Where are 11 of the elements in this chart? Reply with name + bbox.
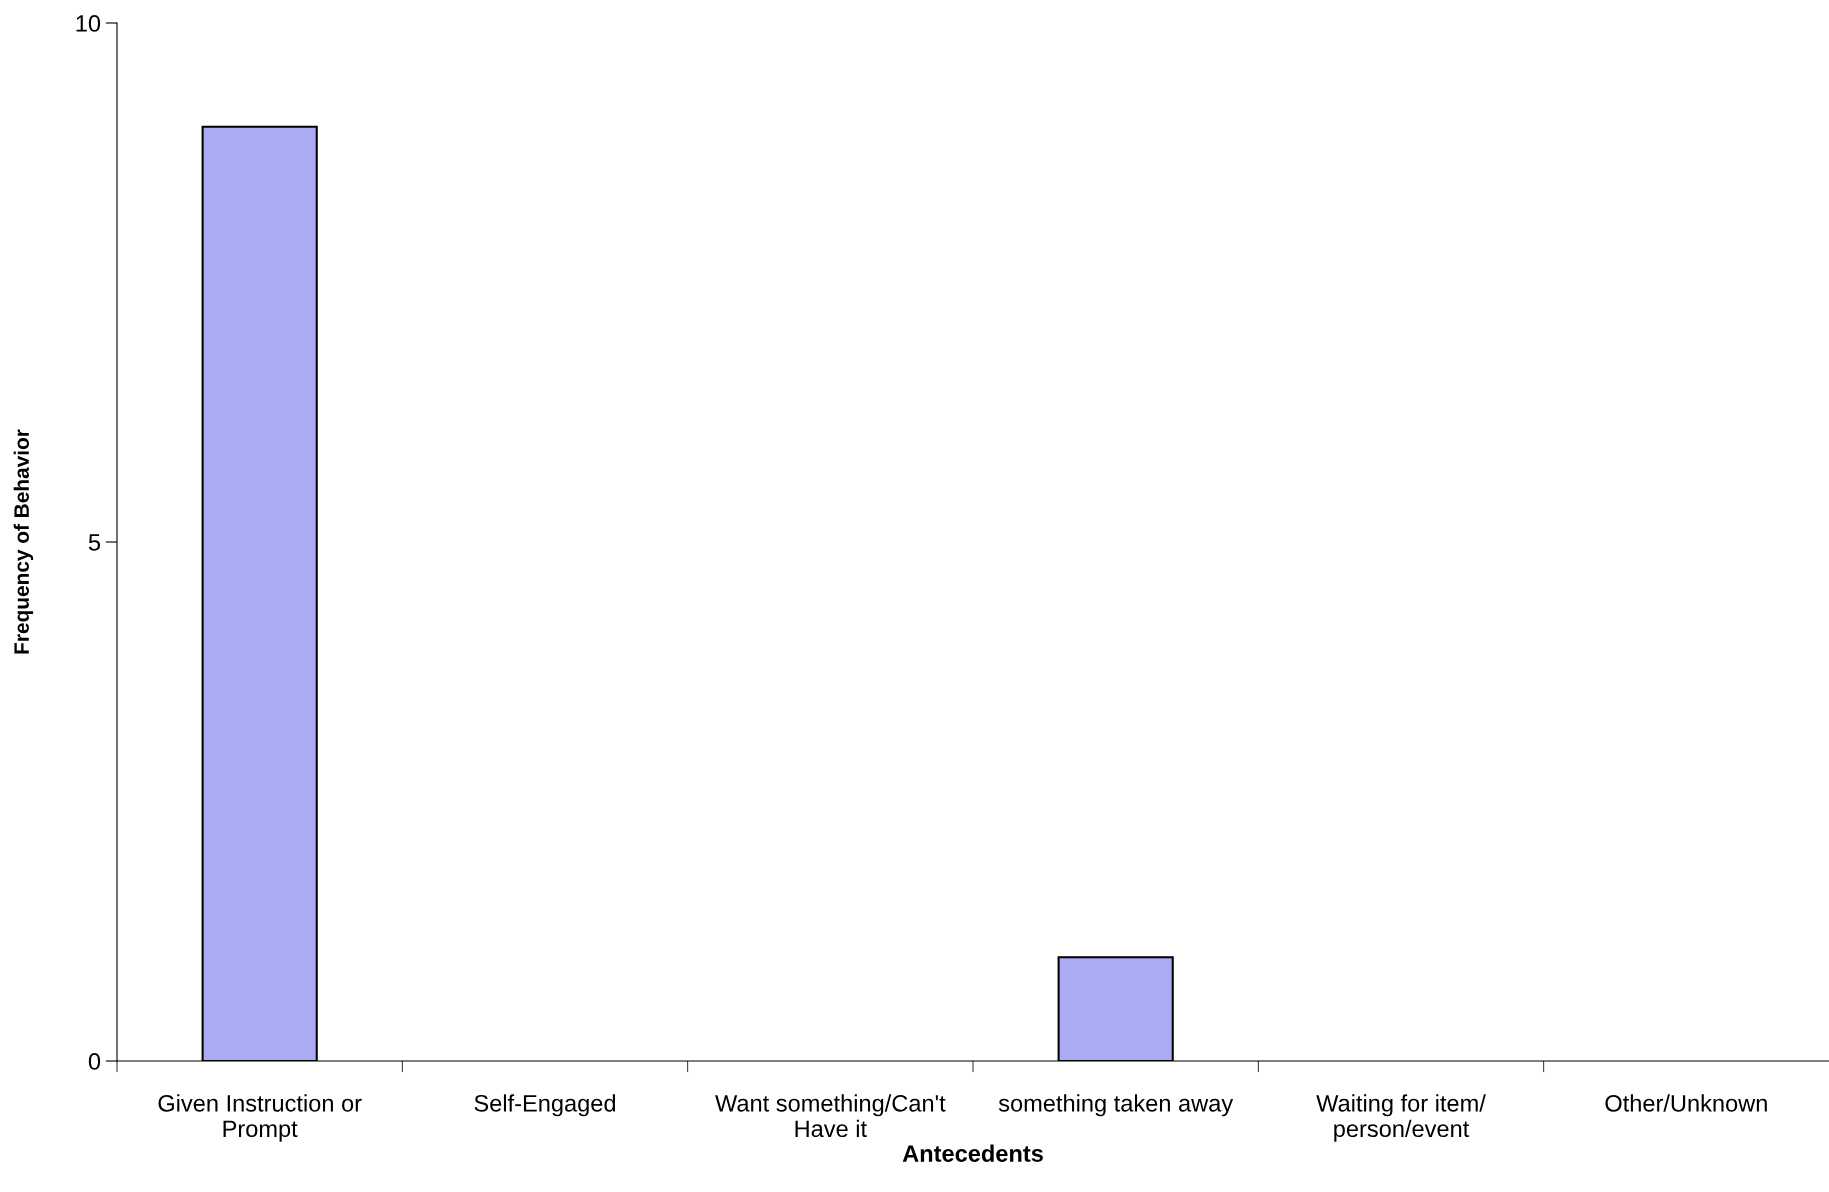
y-tick-label: 0 bbox=[88, 1053, 101, 1070]
x-tick-label: Want something/Can't Have it bbox=[715, 1094, 946, 1138]
x-tick-label: Given Instruction or Prompt bbox=[158, 1094, 362, 1142]
x-tick-label: Waiting for item/ person/event bbox=[1316, 1094, 1486, 1142]
y-axis-title: Frequency of Behavior bbox=[13, 429, 34, 654]
x-tick-label: Self-Engaged bbox=[474, 1094, 616, 1117]
x-axis-title: Antecedents bbox=[902, 1144, 1043, 1162]
x-tick-label: something taken away bbox=[998, 1094, 1234, 1117]
x-tick-label: Other/Unknown bbox=[1605, 1094, 1767, 1112]
y-tick-label: 10 bbox=[76, 15, 101, 32]
y-tick-label: 5 bbox=[88, 534, 101, 551]
